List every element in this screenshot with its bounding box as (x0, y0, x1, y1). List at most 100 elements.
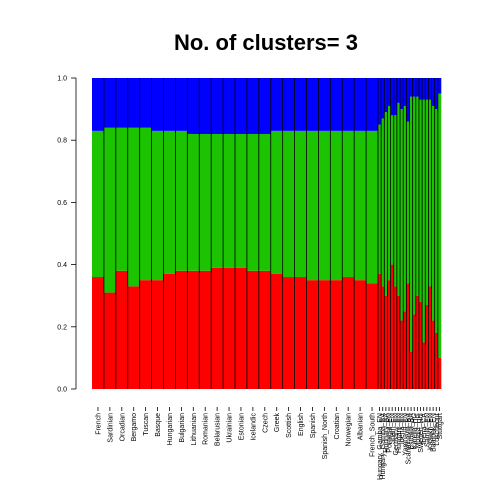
bar-segment-Karelia_HG-cluster-1 (412, 314, 417, 389)
bar-segment-Hungarian-cluster-1 (163, 273, 176, 389)
bar-segment-Norwegian-cluster-2 (342, 130, 355, 278)
bar-segment-Ukrainian-cluster-2 (223, 133, 236, 268)
bar-segment-Spanish_North-cluster-1 (318, 280, 331, 389)
bar-segment-Belarusian-cluster-3 (211, 78, 224, 134)
y-tick-label: 1.0 (57, 76, 67, 83)
bar-segment-French-cluster-1 (92, 277, 105, 389)
x-category-label: Tuscan (143, 413, 150, 436)
bar-segment-Hungary_EN-cluster-3 (396, 78, 401, 103)
bar-segment-Greek-cluster-1 (270, 273, 283, 389)
bar-segment-Basque-cluster-1 (151, 280, 164, 389)
x-category-label: Kazakh_EN (427, 413, 434, 450)
bar-segment-Czech-cluster-2 (258, 133, 272, 271)
y-tick-label: 0.4 (57, 262, 67, 269)
bar-segment-Hungary_EN-cluster-2 (396, 102, 401, 296)
bar-segment-Romanian-cluster-3 (199, 78, 212, 134)
bar-segment-Iberia_CA-cluster-2 (422, 99, 426, 343)
bar-segment-Czech-cluster-3 (258, 78, 272, 134)
bar-segment-SamiIr_EN-cluster-1 (425, 305, 429, 389)
bar-segment-Scandinavia_BA-cluster-1 (406, 283, 410, 389)
bar-segment-Hungary_EN-cluster-1 (396, 295, 401, 389)
bar-segment-Tuscan-cluster-3 (139, 78, 152, 128)
x-category-label: Belarusian (215, 413, 222, 446)
bar-segment-Albanian-cluster-3 (354, 78, 367, 131)
bar-segment-Loschbour-cluster-3 (434, 78, 439, 110)
bar-segment-Belarusian-cluster-2 (211, 133, 224, 268)
x-category-label: Bergamo (131, 413, 138, 442)
bar-segment-Karelia_HG-cluster-3 (412, 78, 417, 97)
x-category-label: Germany_EN (393, 413, 400, 455)
bar-segment-French_South-cluster-2 (366, 130, 379, 284)
x-category-label: Norwegian (346, 413, 353, 447)
bar-segment-Tuscan-cluster-1 (139, 280, 152, 389)
x-category-label: Orcadian (119, 413, 126, 442)
bar-segment-Romanian-cluster-2 (199, 133, 212, 271)
bar-segment-Hungary_BA-cluster-1 (384, 295, 388, 389)
x-category-label: Estonia_BA (409, 413, 416, 450)
x-category-label: French_South (370, 413, 377, 457)
bar-segment-Spanish_North-cluster-2 (318, 130, 331, 281)
bar-segment-Icelandic-cluster-1 (246, 270, 260, 389)
bar-segment-Hungary_BA-cluster-2 (384, 112, 388, 296)
bar-segment-French-cluster-3 (92, 78, 105, 131)
x-category-label: SamiIr_EN (424, 413, 431, 447)
x-category-label: Icelandic (250, 413, 257, 441)
bar-segment-Spanish-cluster-2 (306, 130, 319, 281)
bar-segment-Baalbek_EN-cluster-3 (431, 78, 435, 106)
x-category-label: Spain_EN (390, 413, 397, 445)
bar-segment-Belarusian-cluster-1 (211, 267, 224, 389)
x-category-label: Hungary_EN (396, 413, 403, 453)
x-category-label: Motala_HG (415, 413, 422, 448)
x-axis: French Sardinian Orcadian Bergamo Tuscan Basq… (95, 407, 444, 480)
bar-segment-Hungary_Gamba_BA-cluster-3 (381, 78, 385, 119)
bar-segment-Bulgarian-cluster-1 (175, 270, 188, 389)
bar-segment-Scottish-cluster-1 (282, 277, 295, 389)
bar-segment-Icelandic-cluster-2 (246, 133, 260, 271)
x-category-label: Yamnaya_EN (402, 413, 409, 456)
bar-segment-Motala_HG-cluster-2 (415, 96, 420, 296)
x-category-label: Romanian (203, 413, 210, 445)
bar-segment-Czech-cluster-1 (258, 270, 272, 389)
bar-segment-Hungary_BA-cluster-3 (384, 78, 388, 113)
bar-segment-Orcadian-cluster-3 (115, 78, 129, 128)
bar-segment-Sweden_HG-cluster-1 (418, 301, 423, 389)
x-category-label: Hungary_Gamba_EN (377, 413, 384, 480)
bar-segment-Portugal_EN-cluster-3 (387, 78, 391, 106)
bar-segment-Yamnaya_EN-cluster-1 (403, 311, 407, 389)
x-category-label: Estonian (238, 413, 245, 440)
y-tick-label: 0.2 (57, 324, 67, 331)
x-category-label: Hungary_BA (383, 413, 390, 453)
bar-segment-Spain_EN-cluster-3 (390, 78, 395, 116)
bar-segment-Bergamo-cluster-2 (127, 127, 140, 287)
bar-segment-Baalbek_EN-cluster-1 (431, 320, 435, 389)
bar-segment-French_South-cluster-3 (366, 78, 379, 131)
bar-segment-Spanish_North-cluster-3 (318, 78, 331, 131)
bar-segment-Germany_EN-cluster-1 (393, 286, 398, 389)
bar-segment-Lithuanian-cluster-2 (187, 133, 200, 271)
bar-segment-English-cluster-3 (294, 78, 307, 131)
bar-segment-Hungarian-cluster-2 (163, 130, 176, 274)
bar-segment-Stuttgart-cluster-3 (437, 78, 442, 94)
bar-segment-Sweden_HG-cluster-2 (418, 99, 423, 302)
y-tick-label: 0.6 (57, 200, 67, 207)
bar-segment-Albanian-cluster-1 (354, 280, 367, 389)
bar-segment-Kazakh_EN-cluster-1 (428, 286, 432, 389)
bar-segment-Loschbour-cluster-1 (434, 333, 439, 389)
bar-segment-SamiIr_EN-cluster-3 (425, 78, 429, 100)
x-category-label: Sweden_HG (418, 413, 425, 453)
bar-segment-Kazakh_EN-cluster-2 (428, 99, 432, 287)
bar-segment-Scandinavia_BA-cluster-3 (406, 78, 410, 122)
x-category-label: Portugal_EN (387, 413, 394, 453)
bar-segment-Romanian-cluster-1 (199, 270, 212, 389)
x-category-label: Sardinian (107, 413, 114, 443)
bar-segment-Spain_EN-cluster-2 (390, 115, 395, 265)
x-category-label: Spanish (310, 413, 317, 438)
x-category-label: Hungarian (167, 413, 174, 445)
x-category-label: Croatian (334, 413, 341, 440)
bar-segment-Portugal_EN-cluster-1 (387, 280, 391, 389)
bar-segment-Iberia_EN-cluster-1 (400, 320, 404, 389)
x-category-label: Albanian (358, 413, 365, 440)
bar-segment-Bulgarian-cluster-3 (175, 78, 188, 131)
bar-segment-Lithuanian-cluster-3 (187, 78, 200, 134)
